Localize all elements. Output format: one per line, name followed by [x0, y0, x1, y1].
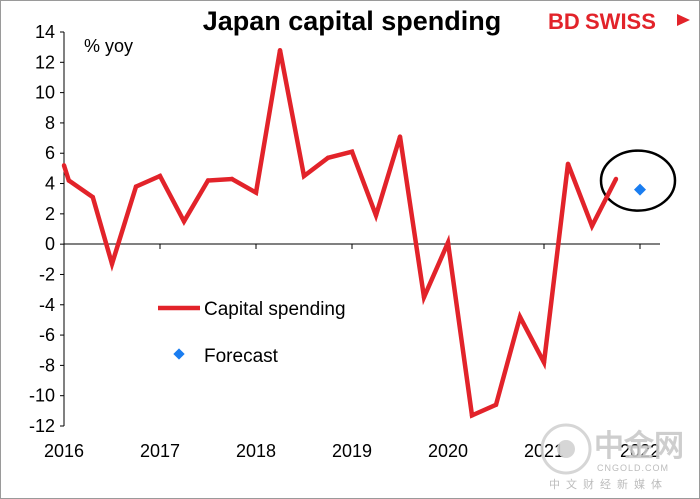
x-ticks: 2016 2017 2018 2019 2020 2021 2022	[44, 244, 660, 461]
y-tick-label: -6	[39, 325, 55, 345]
watermark-logo-icon	[540, 423, 592, 475]
y-tick-label: 10	[35, 83, 55, 103]
bdswiss-logo: BD SWISS	[548, 9, 690, 34]
capital-spending-point	[181, 219, 187, 224]
legend-diamond-swatch	[173, 348, 185, 360]
legend: Capital spending Forecast	[158, 299, 346, 367]
series-layer	[61, 47, 677, 419]
x-tick-label: 2020	[428, 441, 468, 461]
capital-spending-point	[517, 314, 523, 320]
capital-spending-point	[301, 173, 307, 179]
capital-spending-point	[541, 360, 547, 365]
capital-spending-point	[493, 402, 499, 407]
capital-spending-point	[613, 176, 619, 182]
capital-spending-point	[373, 213, 379, 218]
capital-spending-point	[397, 134, 403, 139]
capital-spending-point	[277, 47, 283, 53]
capital-spending-point	[349, 149, 355, 154]
capital-spending-point	[133, 184, 139, 189]
y-ticks: 14 12 10 8 6 4 2 0 -2 -4 -6 -8 -10 -12	[29, 22, 64, 436]
y-tick-label: 0	[45, 234, 55, 254]
y-tick-label: -4	[39, 295, 55, 315]
y-tick-label: 2	[45, 204, 55, 224]
capital-spending-point	[61, 163, 67, 168]
x-tick-label: 2022	[620, 441, 660, 461]
x-tick-label: 2019	[332, 441, 372, 461]
watermark-sub-text: 中文财经新媒体	[549, 477, 668, 491]
x-tick-label: 2021	[524, 441, 564, 461]
watermark-cn-text: 中金网	[594, 429, 684, 464]
logo-arrow-icon	[677, 14, 690, 26]
capital-spending-point	[325, 155, 331, 160]
y-tick-label: -12	[29, 416, 55, 436]
forecast-highlight-circle	[599, 149, 677, 212]
legend-label-forecast: Forecast	[204, 346, 279, 367]
watermark-logo-dot-icon	[557, 440, 575, 458]
forecast-point	[634, 183, 646, 196]
chart-title: Japan capital spending	[203, 6, 502, 36]
y-unit-label: % yoy	[84, 36, 133, 56]
capital-spending-point	[253, 190, 259, 195]
capital-spending-line	[61, 49, 619, 419]
y-tick-label: 4	[45, 174, 55, 194]
y-tick-label: 14	[35, 22, 55, 42]
capital-spending-point	[109, 261, 115, 267]
y-tick-label: 8	[45, 113, 55, 133]
logo-bd-text: BD	[548, 9, 580, 34]
x-tick-label: 2018	[236, 441, 276, 461]
logo-swiss-text: SWISS	[585, 9, 656, 34]
capital-spending-point	[205, 178, 211, 183]
watermark-url-text: CNGOLD.COM	[597, 463, 669, 473]
capital-spending-point	[157, 173, 163, 179]
y-tick-label: -10	[29, 386, 55, 406]
capital-spending-point	[66, 178, 72, 183]
capital-spending-point	[589, 223, 595, 229]
y-tick-label: -8	[39, 355, 55, 375]
capital-spending-point	[445, 240, 451, 245]
capital-spending-point	[421, 294, 427, 300]
capital-spending-point	[229, 176, 235, 182]
x-tick-label: 2017	[140, 441, 180, 461]
y-tick-label: -2	[39, 264, 55, 284]
capital-spending-point	[469, 413, 475, 418]
y-tick-label: 12	[35, 52, 55, 72]
cngold-watermark: 中金网 CNGOLD.COM 中文财经新媒体	[540, 423, 684, 491]
y-tick-label: 6	[45, 143, 55, 163]
legend-label-capital-spending: Capital spending	[204, 299, 346, 320]
capital-spending-point	[565, 161, 571, 167]
capital-spending-point	[90, 194, 96, 200]
x-tick-label: 2016	[44, 441, 84, 461]
